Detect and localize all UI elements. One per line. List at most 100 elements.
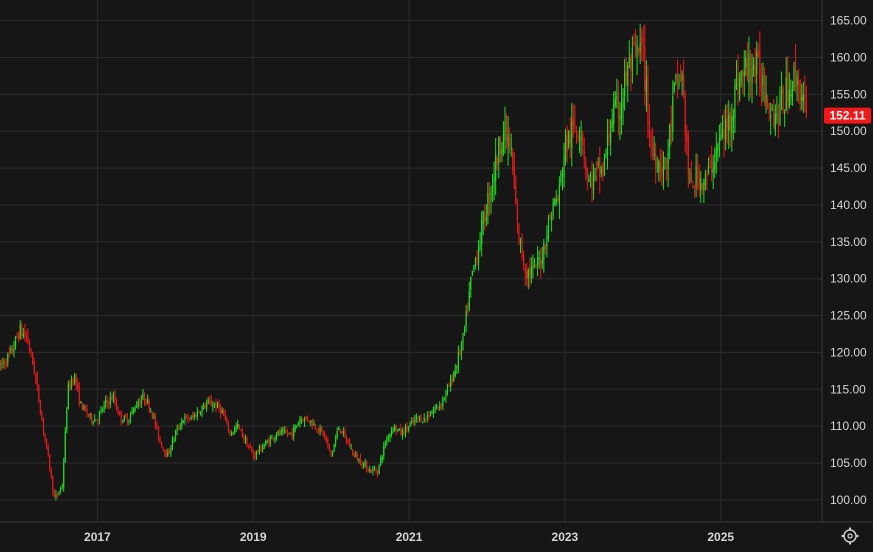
candle-body: [770, 115, 772, 119]
candle-body: [358, 458, 360, 461]
candle-body: [552, 202, 554, 216]
candle-body: [785, 77, 787, 111]
candle-body: [802, 94, 804, 102]
candle-body: [122, 421, 124, 424]
candle-body: [546, 235, 548, 248]
candle-body: [449, 377, 452, 387]
candle-body: [244, 438, 247, 441]
candle-body: [165, 452, 167, 457]
candle-body: [578, 136, 581, 138]
candle-body: [303, 417, 306, 423]
candle-body: [734, 85, 736, 120]
candle-body: [174, 431, 177, 438]
candle-body: [564, 134, 567, 161]
candle-body: [133, 408, 135, 412]
candle-body: [602, 162, 604, 173]
candle-body: [636, 43, 638, 56]
candle-body: [748, 53, 750, 85]
candle-body: [280, 430, 282, 435]
candle-body: [462, 333, 464, 344]
candle-body: [555, 199, 557, 204]
y-tick-label: 120.00: [830, 345, 867, 359]
candle-body: [28, 341, 31, 351]
candle-body: [521, 239, 523, 258]
candle-body: [72, 379, 74, 383]
candle-body: [115, 401, 118, 409]
candle-body: [44, 432, 46, 440]
candle-body: [746, 59, 748, 80]
candle-body: [181, 421, 183, 426]
candle-body: [148, 400, 150, 411]
candle-body: [75, 374, 77, 386]
candle-body: [586, 167, 588, 178]
candle-body: [690, 174, 693, 182]
candle-body: [350, 448, 352, 450]
candle-body: [409, 423, 411, 427]
x-axis-ticks[interactable]: 2017 2019 2021 2023 2025: [84, 530, 734, 544]
candle-body: [70, 380, 73, 388]
candle-body: [243, 436, 245, 440]
candle-body: [192, 416, 194, 418]
candle-body: [238, 424, 240, 429]
candle-body: [376, 470, 379, 474]
candle-body: [271, 436, 273, 439]
candle-body: [252, 452, 254, 457]
candle-body: [305, 416, 307, 419]
candle-body: [352, 449, 354, 455]
candle-body: [558, 184, 560, 204]
candle-body: [603, 158, 606, 176]
candle-body: [300, 419, 303, 421]
candle-body: [164, 449, 166, 454]
candle-body: [372, 468, 374, 472]
candle-body: [129, 414, 132, 420]
candle-body: [804, 93, 806, 99]
candle-body: [665, 158, 668, 166]
candle-body: [289, 432, 292, 434]
candle-body: [763, 71, 766, 101]
y-tick-label: 165.00: [830, 14, 867, 28]
candle-body: [223, 409, 225, 416]
candle-body: [493, 176, 495, 184]
candle-body: [717, 143, 719, 151]
candle-body: [227, 422, 230, 432]
candle-body: [459, 352, 461, 355]
candle-body: [316, 429, 318, 431]
candle-body: [302, 420, 304, 422]
candle-body: [732, 116, 734, 122]
candle-body: [286, 432, 289, 434]
candle-body: [213, 403, 216, 405]
candle-body: [59, 488, 62, 492]
y-tick-label: 125.00: [830, 309, 867, 323]
candle-body: [791, 88, 794, 100]
candle-body: [307, 417, 309, 421]
candle-body: [39, 403, 41, 415]
candle-body: [355, 454, 357, 456]
candle-body: [53, 492, 55, 498]
candle-body: [499, 136, 501, 156]
candle-body: [436, 406, 438, 408]
candle-body: [544, 244, 546, 249]
y-axis-ticks[interactable]: 100.00 105.00 110.00 115.00 120.00 125.00 130.…: [830, 14, 867, 507]
candle-body: [201, 407, 203, 415]
candle-body: [167, 451, 169, 457]
candle-body: [2, 362, 4, 364]
candle-body: [658, 161, 660, 172]
candle-body: [230, 433, 233, 435]
candle-body: [111, 398, 113, 401]
candle-body: [638, 48, 640, 52]
candle-body: [742, 72, 744, 75]
candle-body: [550, 217, 553, 222]
candle-body: [117, 409, 119, 414]
settings-icon[interactable]: [841, 527, 859, 545]
candle-body: [560, 172, 562, 183]
candle-body: [523, 255, 525, 265]
candle-body: [168, 450, 170, 453]
candle-body: [631, 47, 633, 70]
candle-body: [386, 438, 388, 443]
candle-body: [86, 408, 88, 414]
candle-body: [283, 430, 285, 432]
candle-body: [8, 351, 10, 354]
candle-body: [683, 75, 685, 98]
candle-body: [465, 310, 467, 327]
candle-body: [33, 362, 35, 374]
